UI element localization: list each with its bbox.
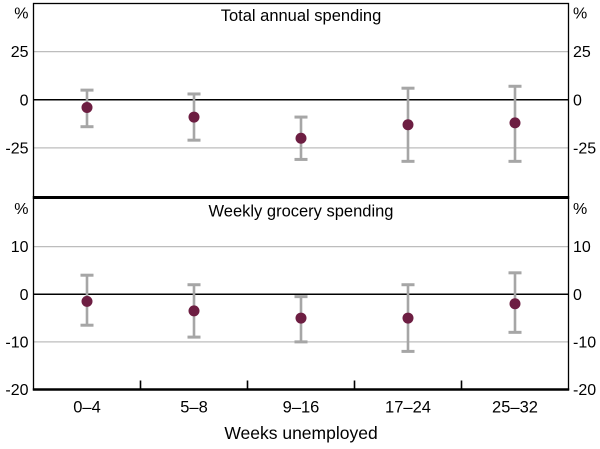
x-axis-title: Weeks unemployed: [224, 423, 377, 443]
data-point: [81, 101, 93, 113]
percent-unit-label-right: %: [573, 6, 587, 23]
data-point: [402, 119, 414, 131]
panel-title: Total annual spending: [221, 7, 382, 25]
y-tick-label-left: 0: [20, 287, 29, 304]
data-point: [509, 298, 521, 310]
x-category-label: 5–8: [180, 399, 208, 417]
y-tick-label-right: -25: [573, 140, 596, 157]
y-tick-label-right: 0: [573, 287, 582, 304]
y-tick-label-left: 10: [11, 239, 29, 256]
percent-unit-label-left: %: [14, 201, 28, 218]
data-point: [295, 312, 307, 324]
data-point: [188, 305, 200, 317]
data-point: [509, 117, 521, 129]
percent-unit-label-right: %: [573, 201, 587, 218]
data-point: [188, 111, 200, 123]
y-tick-label-left: -25: [5, 140, 28, 157]
x-category-label: 9–16: [283, 399, 320, 417]
x-category-label: 0–4: [73, 399, 101, 417]
y-tick-label-left: 25: [11, 44, 29, 61]
percent-unit-label-left: %: [14, 6, 28, 23]
y-tick-label-right: 25: [573, 44, 591, 61]
data-point: [295, 132, 307, 144]
y-tick-label-left: -10: [5, 334, 28, 351]
y-tick-label-right: -10: [573, 334, 596, 351]
data-point: [402, 312, 414, 324]
x-category-label: 25–32: [492, 399, 538, 417]
panel-title: Weekly grocery spending: [209, 203, 394, 221]
x-category-label: 17–24: [385, 399, 431, 417]
y-tick-label-left: 0: [20, 92, 29, 109]
y-tick-label-left: -20: [5, 382, 28, 399]
y-tick-label-right: -20: [573, 382, 596, 399]
y-tick-label-right: 10: [573, 239, 591, 256]
data-point: [81, 295, 93, 307]
y-tick-label-right: 0: [573, 92, 582, 109]
